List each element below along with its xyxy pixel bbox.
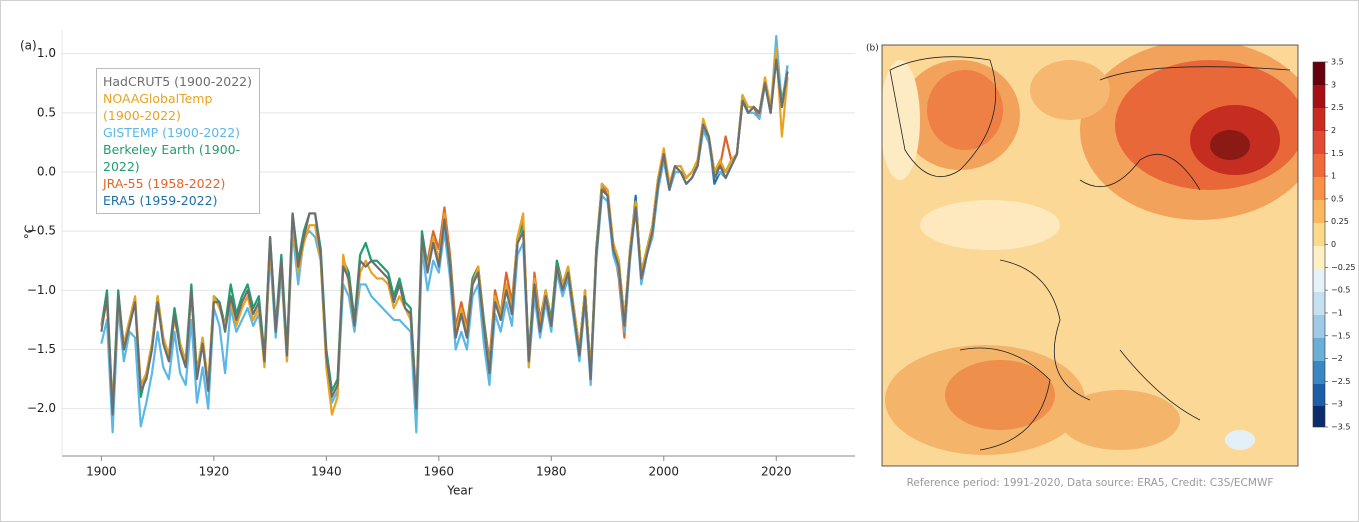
legend-entry: HadCRUT5 (1900-2022)	[103, 74, 253, 89]
map-caption: Reference period: 1991-2020, Data source…	[907, 477, 1274, 489]
colorbar-swatch	[1313, 246, 1325, 269]
colorbar-swatch	[1313, 177, 1325, 200]
colorbar-label: −1.5	[1331, 331, 1350, 340]
map-blob	[945, 360, 1055, 430]
x-tick-label: 1980	[536, 465, 567, 479]
legend-entry: NOAAGlobalTemp (1900-2022)	[103, 91, 213, 123]
plot-area: −2.0 −1.5 −1.0 −0.5 0.0 0.5 1.0 1900 1920 1940 196…	[27, 30, 855, 479]
map-blob	[1225, 430, 1255, 450]
x-tick-label: 1960	[424, 465, 455, 479]
x-tick-label: 2020	[761, 465, 792, 479]
colorbar-label: −0.5	[1331, 286, 1350, 295]
colorbar-swatch	[1313, 315, 1325, 338]
map-blob	[920, 200, 1060, 250]
y-axis-label: °C	[23, 225, 37, 239]
map-blob	[1060, 390, 1180, 450]
colorbar-label: 3	[1331, 80, 1336, 89]
colorbar-label: 3.5	[1331, 58, 1344, 67]
colorbar-swatch	[1313, 223, 1325, 246]
colorbar-swatch	[1313, 338, 1325, 361]
map-frame	[881, 44, 1299, 467]
map: (b)	[866, 44, 1326, 489]
y-tick-label: 1.0	[37, 46, 56, 60]
y-tick-label: 0.0	[37, 165, 56, 179]
colorbar-swatch	[1313, 384, 1325, 406]
colorbar-swatch	[1313, 108, 1325, 131]
y-tick-label: −1.5	[27, 342, 56, 356]
coastline	[889, 56, 1291, 451]
legend-entry: JRA-55 (1958-2022)	[103, 176, 226, 191]
colorbar-swatch	[1313, 200, 1325, 223]
colorbar-label: 1	[1331, 172, 1336, 181]
colorbar-label: −3	[1331, 400, 1343, 409]
legend: HadCRUT5 (1900-2022) NOAAGlobalTemp (1900…	[96, 68, 260, 214]
x-tick-label: 1940	[311, 465, 342, 479]
colorbar-swatch	[1313, 131, 1325, 154]
map-blob	[1030, 60, 1110, 120]
colorbar-label: 0.25	[1331, 217, 1349, 226]
colorbar	[1312, 61, 1326, 428]
colorbar-swatch	[1313, 269, 1325, 292]
colorbar-swatch	[1313, 361, 1325, 384]
x-axis-label: Year	[446, 484, 472, 498]
colorbar-label: 1.5	[1331, 149, 1344, 158]
map-blob	[882, 60, 920, 180]
x-tick-label: 1900	[86, 465, 117, 479]
colorbar-label: −2	[1331, 354, 1343, 363]
colorbar-swatch	[1313, 292, 1325, 315]
legend-entry: Berkeley Earth (1900-2022)	[103, 142, 241, 174]
colorbar-label: 2.5	[1331, 103, 1344, 112]
colorbar-label: 0.5	[1331, 194, 1344, 203]
colorbar-swatch	[1313, 62, 1325, 85]
colorbar-label: 0	[1331, 240, 1336, 249]
colorbar-swatch	[1313, 406, 1325, 427]
y-tick-label: −2.0	[27, 401, 56, 415]
legend-entry: ERA5 (1959-2022)	[103, 193, 218, 208]
colorbar-label: −3.5	[1331, 423, 1350, 432]
colorbar-swatch	[1313, 85, 1325, 108]
map-panel-label: (b)	[866, 44, 879, 54]
x-tick-label: 2000	[649, 465, 680, 479]
legend-entry: GISTEMP (1900-2022)	[103, 125, 241, 140]
x-tick-label: 1920	[199, 465, 230, 479]
map-field	[882, 45, 1298, 466]
series-line	[100, 58, 789, 416]
colorbar-swatch	[1313, 154, 1325, 177]
map-blob	[1210, 130, 1250, 160]
y-tick-label: −1.0	[27, 283, 56, 297]
colorbar-label: −1	[1331, 308, 1343, 317]
colorbar-label: −2.5	[1331, 377, 1350, 386]
colorbar-label: 2	[1331, 126, 1336, 135]
colorbar-label: −0.25	[1331, 263, 1356, 272]
panel-label: (a)	[20, 39, 37, 53]
y-tick-label: 0.5	[37, 105, 56, 119]
y-tick-label: −0.5	[27, 224, 56, 238]
map-blob	[927, 70, 1003, 150]
